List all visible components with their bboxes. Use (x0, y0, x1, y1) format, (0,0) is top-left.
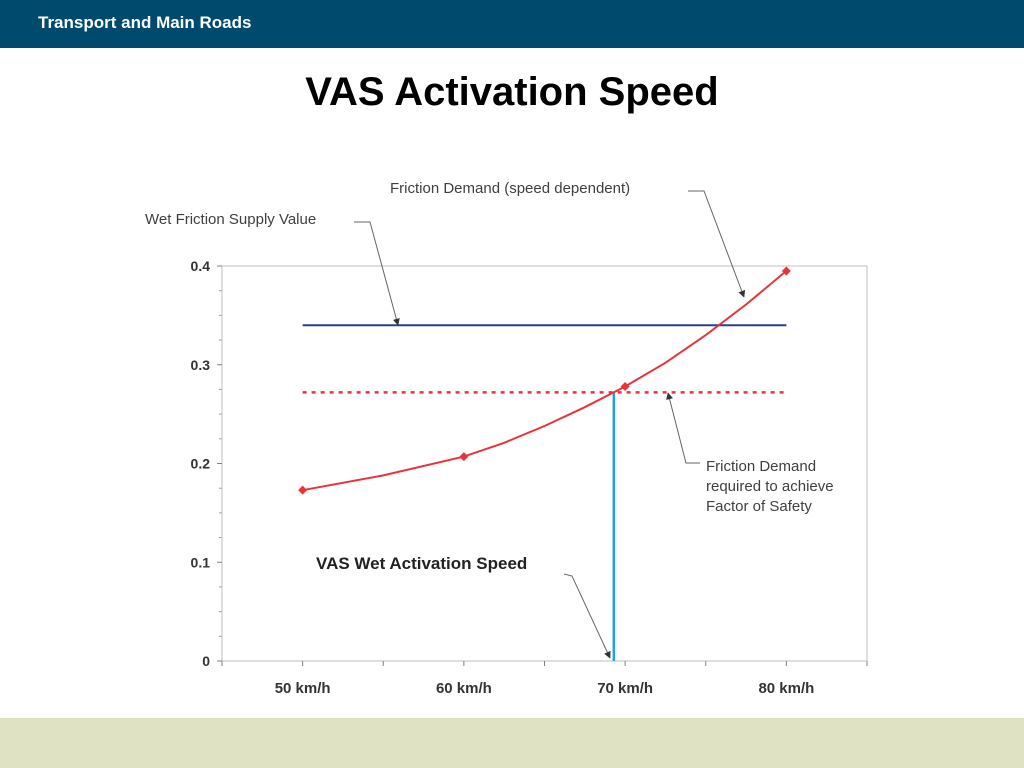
annotation-safety-line: Friction Demand (706, 458, 816, 475)
x-tick-label: 50 km/h (275, 680, 331, 697)
header-bar: Transport and Main Roads (0, 0, 1024, 48)
y-tick-label: 0.4 (191, 258, 211, 274)
arrow-wet-friction-supply (354, 221, 400, 326)
arrow-activation (563, 573, 611, 659)
annotation-safety-line: Factor of Safety (706, 498, 812, 515)
arrow-friction-demand (688, 190, 746, 298)
demand-marker (620, 381, 630, 391)
y-tick-label: 0.1 (191, 554, 211, 570)
x-tick-label: 70 km/h (597, 680, 653, 697)
annotation-activation-speed: VAS Wet Activation Speed (316, 554, 527, 573)
friction-chart: 0 0.1 0.2 0.3 0.4 50 km/h 60 km/h 70 km/h 80 km/… (145, 180, 868, 697)
demand-marker (298, 485, 308, 495)
x-tick-label: 60 km/h (436, 680, 492, 697)
annotation-safety-line: required to achieve (706, 478, 834, 495)
annotation-wet-friction-supply: Wet Friction Supply Value (145, 211, 316, 228)
org-name: Transport and Main Roads (38, 13, 252, 32)
slide-title: VAS Activation Speed (305, 70, 719, 114)
demand-marker (459, 452, 469, 462)
annotation-friction-demand: Friction Demand (speed dependent) (390, 180, 630, 197)
y-tick-label: 0.2 (191, 456, 211, 472)
demand-curve (302, 270, 788, 492)
x-tick-label: 80 km/h (758, 680, 814, 697)
footer-bar (0, 718, 1024, 768)
arrow-safety (666, 392, 700, 464)
y-tick-label: 0.3 (191, 357, 211, 373)
y-tick-label: 0 (202, 653, 210, 669)
demand-marker (781, 266, 791, 276)
